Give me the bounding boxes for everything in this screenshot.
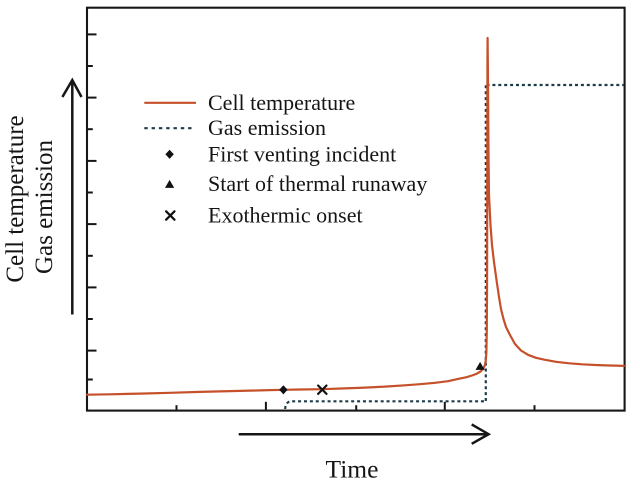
svg-text:Cell temperature: Cell temperature (208, 90, 355, 115)
svg-text:First venting incident: First venting incident (208, 141, 396, 166)
svg-text:Gas emission: Gas emission (31, 139, 58, 274)
svg-text:Exothermic onset: Exothermic onset (208, 202, 363, 227)
svg-text:Start of thermal runaway: Start of thermal runaway (208, 171, 427, 196)
svg-text:Time: Time (326, 455, 379, 484)
svg-text:Gas emission: Gas emission (208, 115, 326, 140)
svg-text:Cell temperature: Cell temperature (2, 115, 29, 282)
